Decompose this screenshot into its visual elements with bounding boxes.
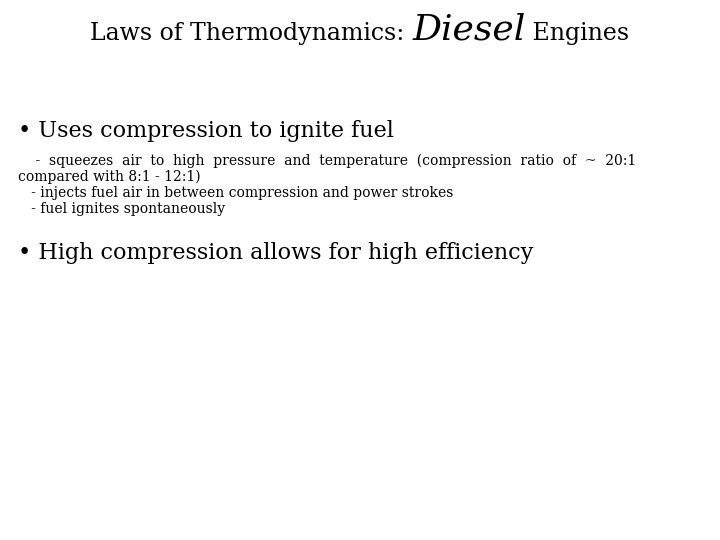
Text: Engines: Engines (526, 22, 629, 45)
Text: -  squeezes  air  to  high  pressure  and  temperature  (compression  ratio  of : - squeezes air to high pressure and temp… (18, 154, 636, 168)
Text: - fuel ignites spontaneously: - fuel ignites spontaneously (18, 202, 225, 216)
Text: Diesel: Diesel (412, 13, 526, 47)
Text: compared with 8:1 - 12:1): compared with 8:1 - 12:1) (18, 170, 201, 184)
Text: - injects fuel air in between compression and power strokes: - injects fuel air in between compressio… (18, 186, 454, 200)
Text: Laws of Thermodynamics:: Laws of Thermodynamics: (91, 22, 412, 45)
Text: • High compression allows for high efficiency: • High compression allows for high effic… (18, 242, 534, 264)
Text: • Uses compression to ignite fuel: • Uses compression to ignite fuel (18, 120, 394, 142)
